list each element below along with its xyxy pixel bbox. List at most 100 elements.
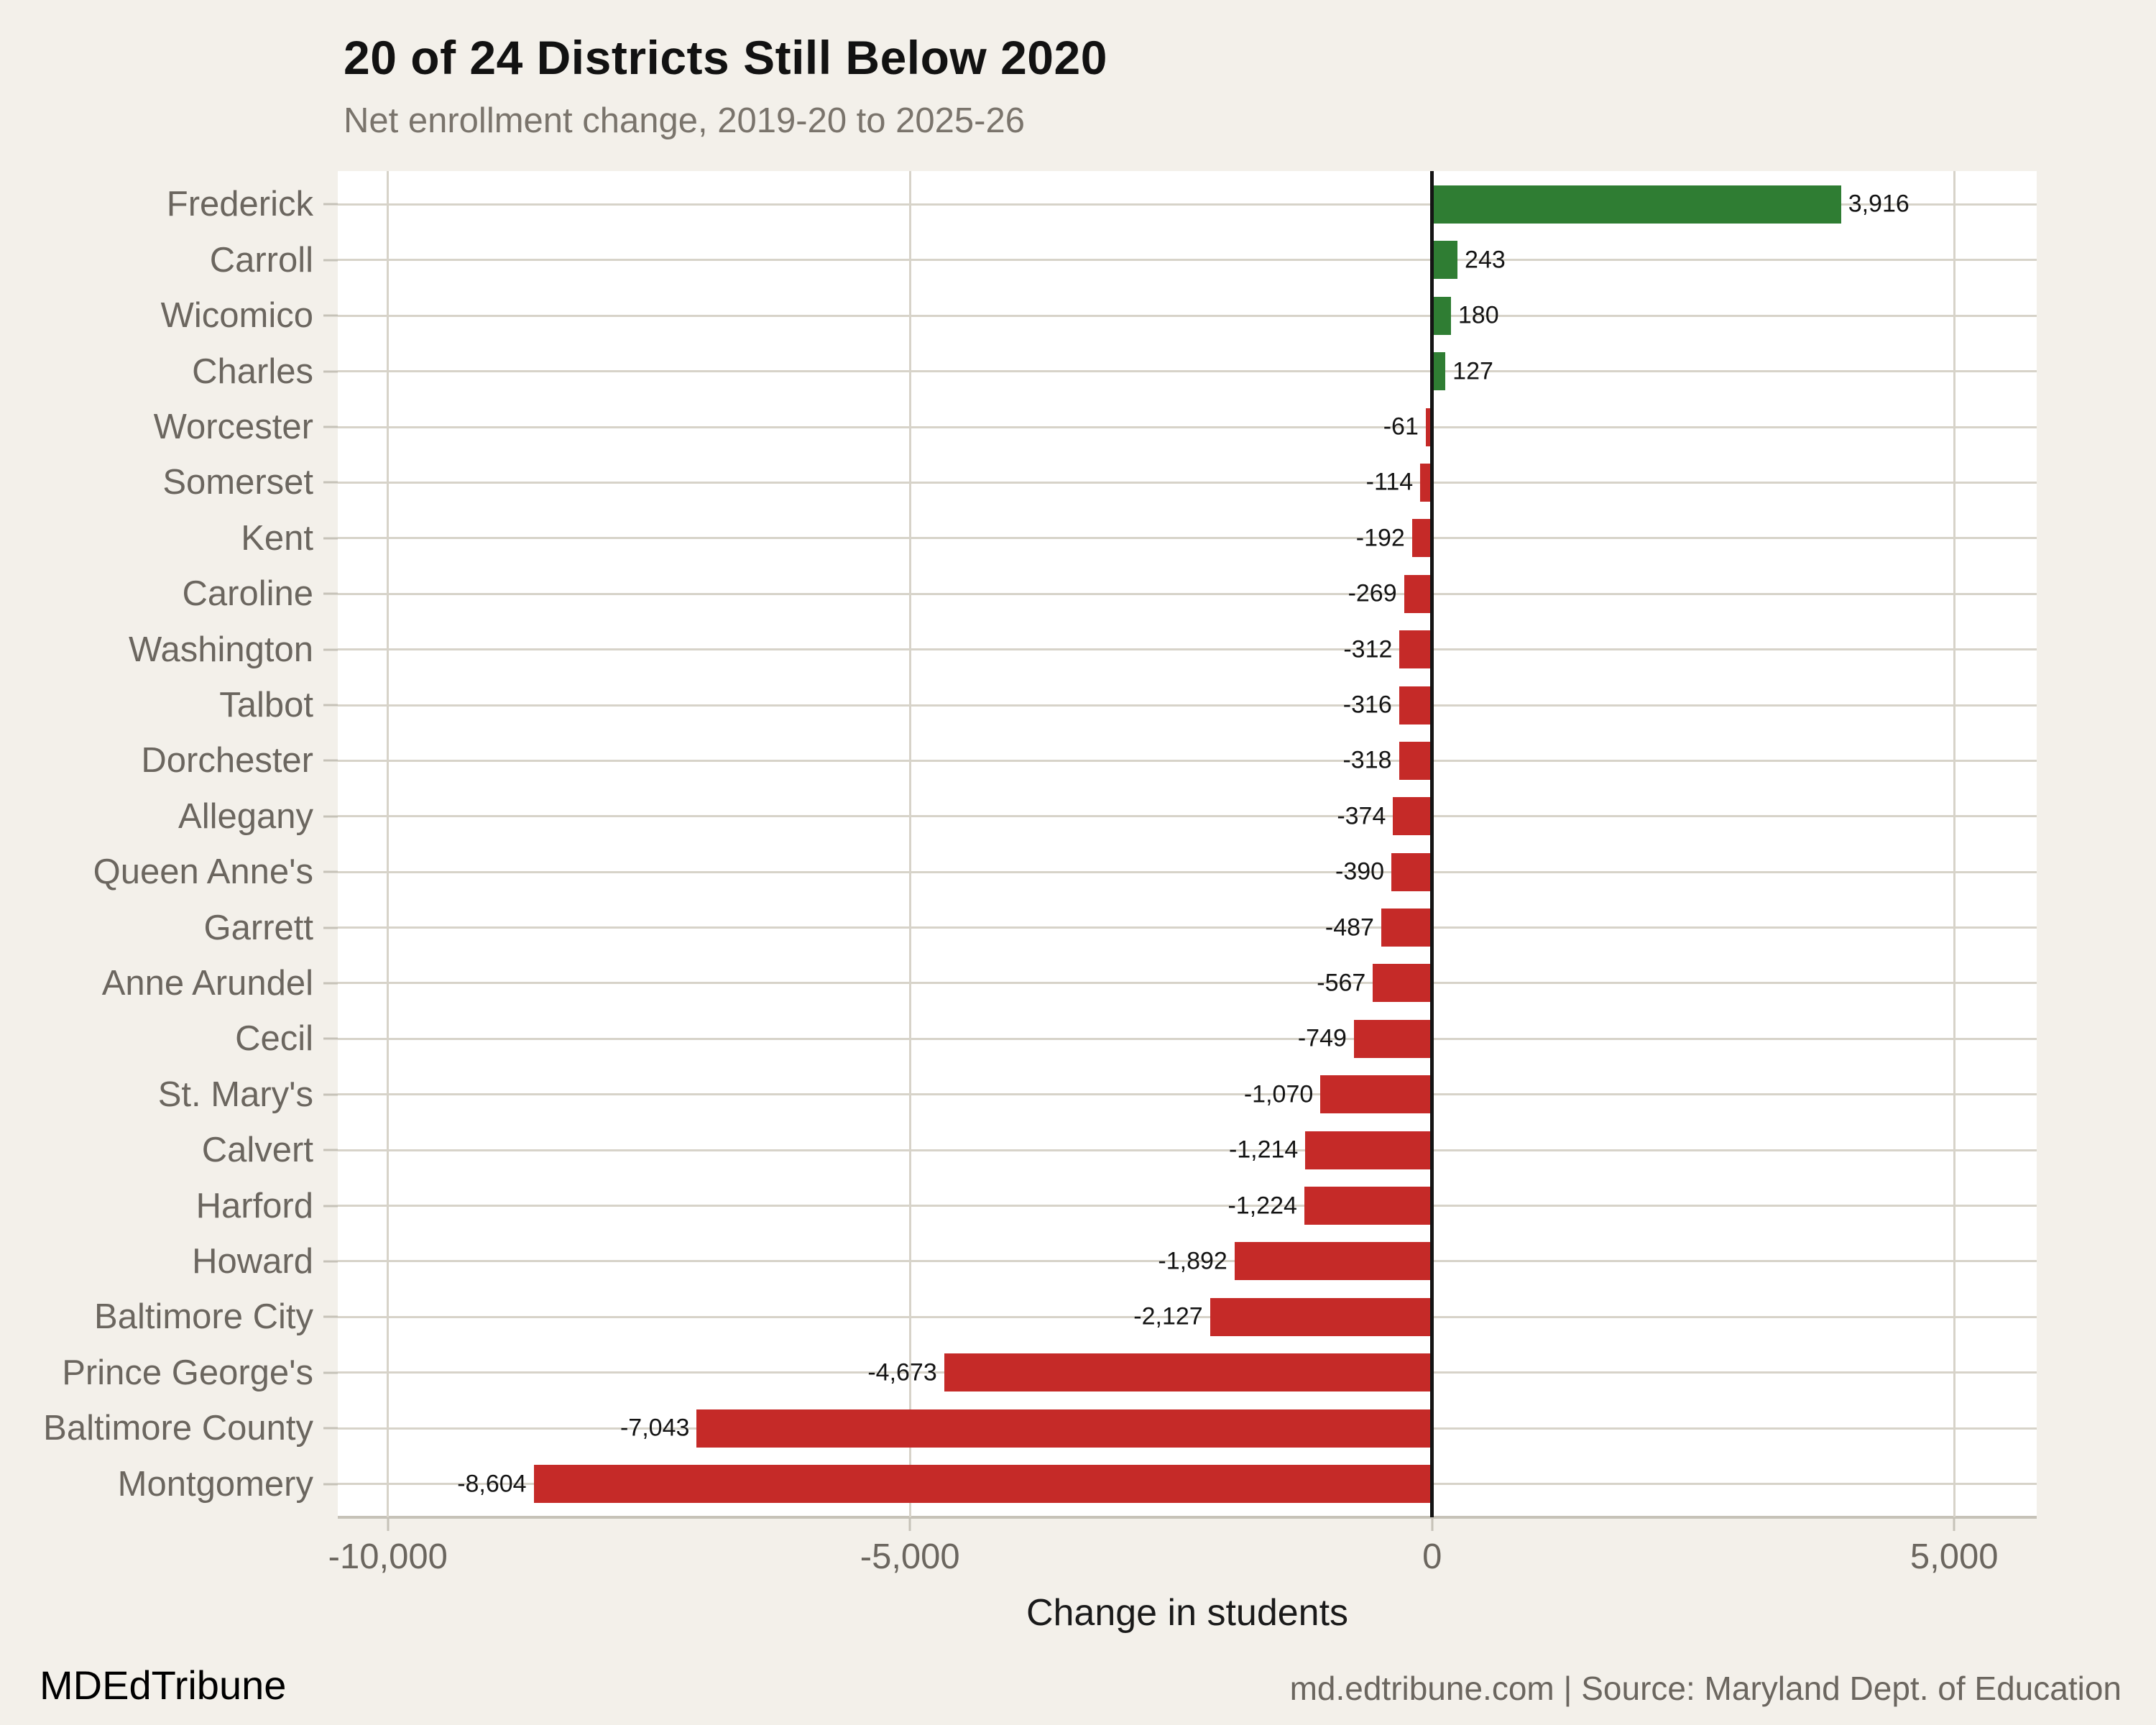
gridline-horizontal	[338, 314, 2037, 317]
category-label-carroll: Carroll	[209, 240, 313, 280]
gridline-horizontal	[338, 704, 2037, 707]
category-label-allegany: Allegany	[178, 796, 313, 836]
x-axis-tick	[908, 1519, 911, 1531]
bar-charles	[1432, 352, 1446, 391]
y-axis-tick	[323, 982, 338, 985]
y-axis-tick	[323, 648, 338, 651]
gridline-horizontal	[338, 259, 2037, 262]
gridline-vertical	[1953, 171, 1955, 1517]
gridline-horizontal	[338, 203, 2037, 206]
plot-area: 3,916 243 180 127 -61 -114 -192 -269 -312 -316 -31…	[338, 171, 2037, 1517]
bar-garrett	[1381, 908, 1432, 947]
gridline-horizontal	[338, 926, 2037, 929]
bar-talbot	[1399, 686, 1432, 724]
x-axis-tick	[387, 1519, 390, 1531]
category-label-charles: Charles	[192, 351, 313, 391]
category-label-washington: Washington	[129, 630, 313, 669]
category-label-kent: Kent	[241, 518, 313, 558]
gridline-horizontal	[338, 1093, 2037, 1096]
bar-queen-anne-s	[1391, 852, 1432, 891]
bar-kent	[1411, 519, 1432, 558]
y-axis-labels: Frederick Carroll Wicomico Charles Worcester…	[0, 171, 313, 1517]
bar-value-label: -318	[1342, 746, 1392, 774]
chart-title: 20 of 24 Districts Still Below 2020	[344, 31, 1107, 84]
category-label-harford: Harford	[195, 1186, 313, 1225]
category-label-somerset: Somerset	[162, 463, 313, 502]
bar-value-label: -8,604	[457, 1470, 527, 1498]
bar-value-label: 127	[1452, 357, 1493, 385]
gridline-horizontal	[338, 1260, 2037, 1263]
category-label-st-mary-s: St. Mary's	[157, 1075, 313, 1114]
category-label-prince-george-s: Prince George's	[62, 1353, 313, 1392]
bar-value-label: -374	[1337, 802, 1386, 830]
gridline-horizontal	[338, 481, 2037, 484]
y-axis-tick	[323, 426, 338, 428]
source-attribution: md.edtribune.com | Source: Maryland Dept…	[1289, 1670, 2122, 1707]
y-axis-tick	[323, 704, 338, 707]
bar-dorchester	[1399, 741, 1432, 780]
bar-prince-george-s	[944, 1353, 1432, 1392]
bar-value-label: -390	[1335, 857, 1385, 886]
y-axis-tick	[323, 1037, 338, 1040]
bar-value-label: -7,043	[619, 1414, 690, 1442]
category-label-dorchester: Dorchester	[141, 741, 313, 781]
chart-subtitle: Net enrollment change, 2019-20 to 2025-2…	[344, 101, 1025, 140]
y-axis-tick	[323, 1371, 338, 1374]
gridline-horizontal	[338, 1037, 2037, 1040]
category-label-montgomery: Montgomery	[117, 1464, 313, 1504]
y-axis-tick	[323, 537, 338, 540]
y-axis-tick	[323, 259, 338, 262]
gridline-horizontal	[338, 759, 2037, 762]
bar-cecil	[1353, 1019, 1432, 1058]
bar-value-label: -1,224	[1227, 1192, 1297, 1220]
bar-value-label: -4,673	[867, 1358, 937, 1386]
bar-frederick	[1432, 185, 1841, 224]
y-axis-tick	[323, 815, 338, 818]
gridline-horizontal	[338, 1315, 2037, 1318]
category-label-cecil: Cecil	[235, 1019, 313, 1059]
x-axis-title: Change in students	[1026, 1592, 1349, 1634]
y-axis-tick	[323, 926, 338, 929]
bar-montgomery	[533, 1465, 1432, 1504]
y-axis-tick	[323, 1315, 338, 1318]
bar-value-label: -61	[1383, 413, 1419, 441]
bar-value-label: 243	[1465, 246, 1506, 274]
bar-value-label: 180	[1457, 301, 1499, 329]
gridline-horizontal	[338, 370, 2037, 373]
category-label-calvert: Calvert	[201, 1131, 313, 1170]
x-tick-label: -5,000	[860, 1537, 960, 1576]
bar-allegany	[1393, 797, 1432, 836]
bar-value-label: -2,127	[1133, 1302, 1203, 1330]
bar-value-label: -567	[1317, 969, 1366, 997]
bar-value-label: -192	[1355, 524, 1405, 552]
bar-value-label: -316	[1342, 691, 1392, 719]
y-axis-tick	[323, 1205, 338, 1208]
y-axis-tick	[323, 1093, 338, 1096]
bar-caroline	[1404, 574, 1432, 613]
bar-value-label: 3,916	[1848, 190, 1909, 218]
category-label-talbot: Talbot	[219, 686, 313, 724]
brand-logo: MDEdTribune	[40, 1662, 287, 1708]
x-tick-label: -10,000	[328, 1537, 448, 1576]
y-axis-tick	[323, 759, 338, 762]
category-label-wicomico: Wicomico	[160, 296, 313, 336]
bar-value-label: -312	[1343, 635, 1393, 663]
y-axis-tick	[323, 1149, 338, 1151]
bar-harford	[1304, 1187, 1432, 1225]
bar-calvert	[1305, 1131, 1432, 1169]
bar-carroll	[1432, 241, 1458, 280]
bar-value-label: -1,070	[1243, 1080, 1314, 1108]
x-axis-tick	[1953, 1519, 1955, 1531]
gridline-horizontal	[338, 815, 2037, 818]
bar-washington	[1399, 630, 1432, 669]
bar-value-label: -269	[1348, 579, 1397, 607]
bar-baltimore-county	[696, 1409, 1432, 1448]
bar-wicomico	[1432, 296, 1451, 335]
gridline-vertical	[387, 171, 390, 1517]
bar-value-label: -487	[1325, 914, 1374, 942]
gridline-horizontal	[338, 1205, 2037, 1208]
gridline-horizontal	[338, 1149, 2037, 1151]
bar-value-label: -114	[1365, 468, 1414, 496]
bar-worcester	[1425, 408, 1432, 446]
category-label-anne-arundel: Anne Arundel	[101, 963, 313, 1003]
